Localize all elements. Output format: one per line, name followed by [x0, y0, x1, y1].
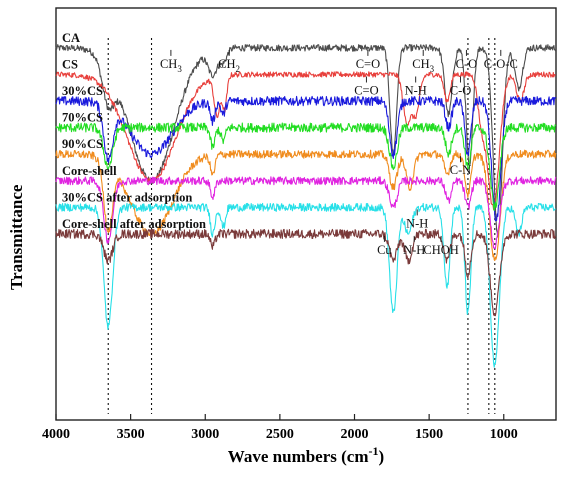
series-label: 70%CS	[62, 111, 103, 125]
band-annotation: C=O	[354, 84, 378, 98]
series-label: Core-shell	[62, 164, 117, 178]
x-tick-label: 4000	[42, 427, 70, 442]
series-label: 30%CS after adsorption	[62, 190, 192, 204]
series-line	[55, 149, 557, 262]
x-tick-label: 1500	[415, 427, 443, 442]
spectra-traces	[55, 44, 557, 368]
series-line	[55, 95, 557, 222]
band-annotation: C-O	[456, 57, 478, 71]
band-annotation: N-H	[406, 216, 428, 230]
band-annotation: C-O-C	[484, 57, 518, 71]
band-annotation: CH2	[218, 57, 240, 74]
series-label: CS	[62, 58, 78, 72]
series-line	[55, 176, 557, 249]
band-annotations: CH3 CH2 C=O CH3 C-O C-O-C C=O N-H C-O C-N N-H Cu N-H…	[160, 49, 518, 257]
y-axis-title: Transmittance	[7, 184, 26, 290]
band-annotation: N-H	[405, 84, 427, 98]
band-annotation: N-H	[403, 243, 425, 257]
band-annotation: C-O	[450, 84, 472, 98]
band-annotation: C=O	[356, 57, 380, 71]
band-annotation: CH3	[160, 57, 182, 74]
band-annotation: CHOH	[423, 243, 458, 257]
series-line	[55, 202, 557, 368]
x-tick-label: 3000	[191, 427, 219, 442]
plot-frame	[55, 7, 557, 421]
series-labels: CA CS 30%CS 70%CS 90%CS Core-shell 30%CS after…	[62, 31, 206, 231]
series-label: Core-shell after adsorption	[62, 217, 206, 231]
band-annotation: C-N	[450, 163, 472, 177]
x-tick-label: 2500	[266, 427, 294, 442]
series-label: CA	[62, 31, 80, 45]
band-annotation: CH3	[412, 57, 434, 74]
series-label: 90%CS	[62, 137, 103, 151]
series-line	[55, 71, 556, 211]
x-tick-label: 3500	[117, 427, 145, 442]
x-tick-label: 1000	[490, 427, 518, 442]
x-axis-title: Wave numbers (cm-1)	[228, 444, 384, 466]
series-label: 30%CS	[62, 84, 103, 98]
series-line	[55, 122, 557, 212]
x-tick-label: 2000	[341, 427, 369, 442]
band-annotation: Cu	[377, 243, 392, 257]
series-line	[55, 44, 557, 238]
x-axis-ticks: 4000 3500 3000 2500 2000 1500 1000	[42, 414, 518, 442]
series-line	[55, 228, 557, 317]
